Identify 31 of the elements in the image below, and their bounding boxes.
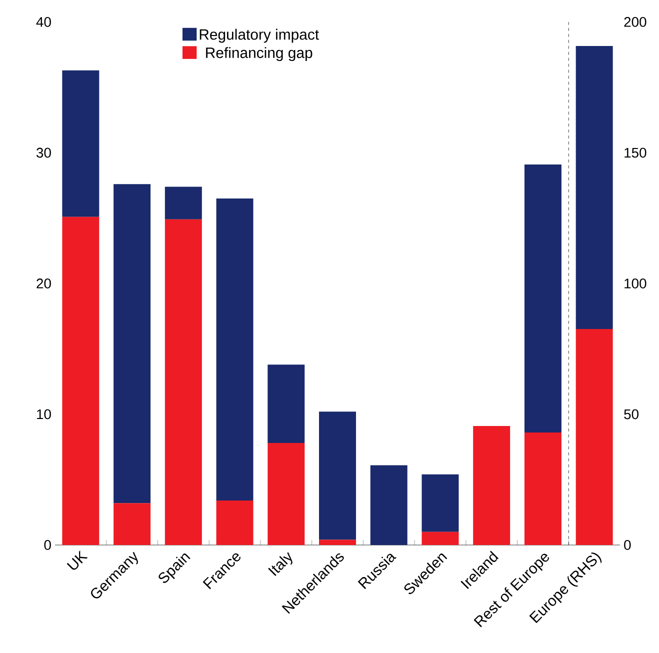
y-tick-label: 40 <box>36 17 51 27</box>
bar <box>216 198 254 501</box>
y2-tick-label: 150 <box>624 148 646 158</box>
y-tick-label: 0 <box>44 540 51 550</box>
bar <box>164 186 202 220</box>
bar <box>422 532 459 545</box>
bar <box>370 465 408 545</box>
bar <box>268 443 305 545</box>
bar <box>216 500 254 545</box>
bar <box>114 503 151 545</box>
y2-tick-label: 50 <box>624 409 639 420</box>
bar <box>268 364 305 444</box>
y2-tick-label: 100 <box>624 278 646 288</box>
bar <box>114 184 151 504</box>
bar <box>319 412 356 540</box>
y2-tick-label: 0 <box>624 540 631 550</box>
bar <box>524 164 562 433</box>
bar <box>422 474 459 532</box>
bar <box>62 70 100 217</box>
y-tick-label: 30 <box>36 148 51 158</box>
y2-tick-label: 200 <box>624 17 646 27</box>
legend-label: Refinancing gap <box>206 47 312 62</box>
bar <box>473 426 510 545</box>
y-tick-label: 20 <box>36 278 51 288</box>
bar <box>62 216 100 545</box>
legend-label: Regulatory impact <box>200 28 319 43</box>
bar <box>524 432 562 545</box>
y-tick-label: 10 <box>37 409 51 420</box>
bar <box>319 540 356 545</box>
bar <box>164 219 202 545</box>
x-tick-label: UK <box>66 550 88 570</box>
